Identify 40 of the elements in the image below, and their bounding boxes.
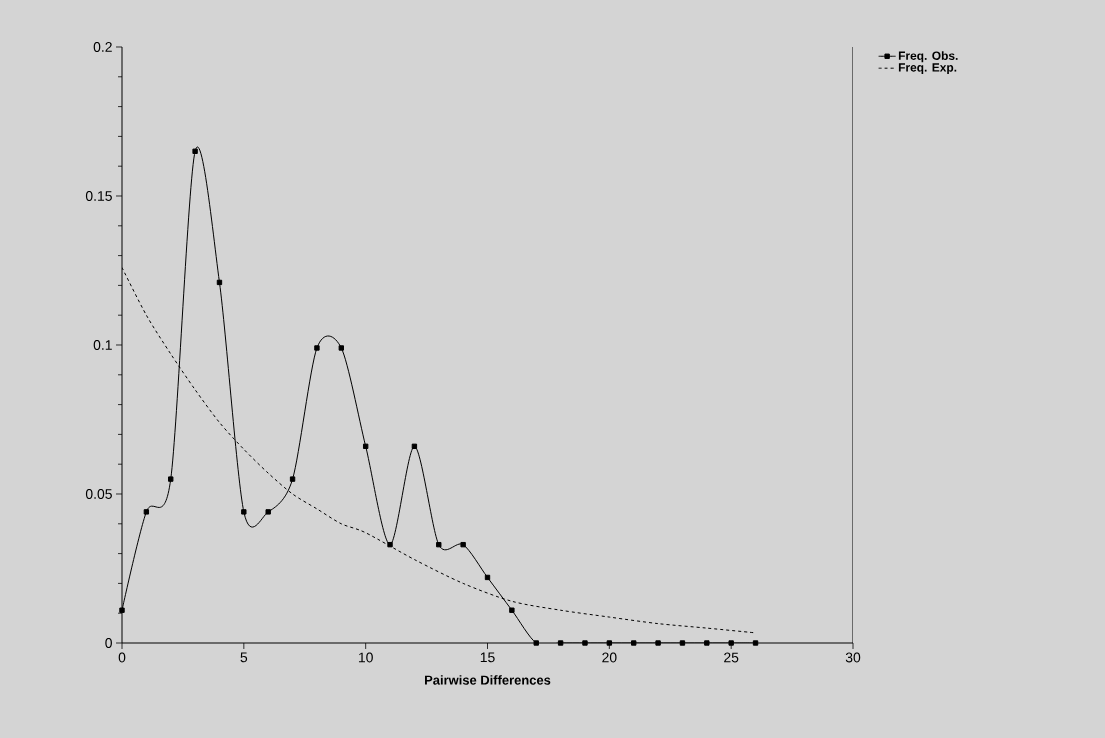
point <box>704 640 710 646</box>
point <box>338 345 344 351</box>
point <box>436 541 442 548</box>
x-tick-label: 10 <box>358 652 373 663</box>
point <box>509 607 515 613</box>
x-tick-label: 5 <box>240 652 248 663</box>
point <box>728 640 734 646</box>
legend-label: Freq. Exp. <box>898 63 957 75</box>
x-tick-label: 20 <box>602 652 617 663</box>
point <box>679 640 686 646</box>
point <box>362 443 369 450</box>
y-tick-label: 0 <box>105 638 112 648</box>
point <box>168 476 174 482</box>
point <box>411 443 418 450</box>
point <box>582 640 588 646</box>
point <box>265 509 271 515</box>
y-tick-label: 0.1 <box>93 340 112 350</box>
y-tick-label: 0.15 <box>85 191 112 201</box>
point <box>119 607 125 613</box>
point <box>655 640 661 646</box>
x-tick-label: 0 <box>118 652 126 663</box>
point <box>460 541 466 548</box>
x-tick-label: 30 <box>845 652 861 663</box>
point <box>631 640 637 646</box>
y-tick-label: 0.05 <box>85 489 112 499</box>
point <box>606 640 613 646</box>
point <box>314 345 320 351</box>
point <box>289 476 296 482</box>
point <box>752 640 759 646</box>
y-tick-label: 0.2 <box>93 42 112 52</box>
point <box>557 640 564 646</box>
point <box>192 148 198 154</box>
point <box>533 640 539 646</box>
point <box>143 509 150 515</box>
x-axis-title: Pairwise Differences <box>425 675 551 685</box>
legend-label: Freq. Obs. <box>898 51 958 63</box>
point <box>387 541 393 548</box>
x-tick-label: 25 <box>724 652 739 663</box>
point <box>241 509 247 515</box>
x-tick-label: 15 <box>480 652 495 663</box>
